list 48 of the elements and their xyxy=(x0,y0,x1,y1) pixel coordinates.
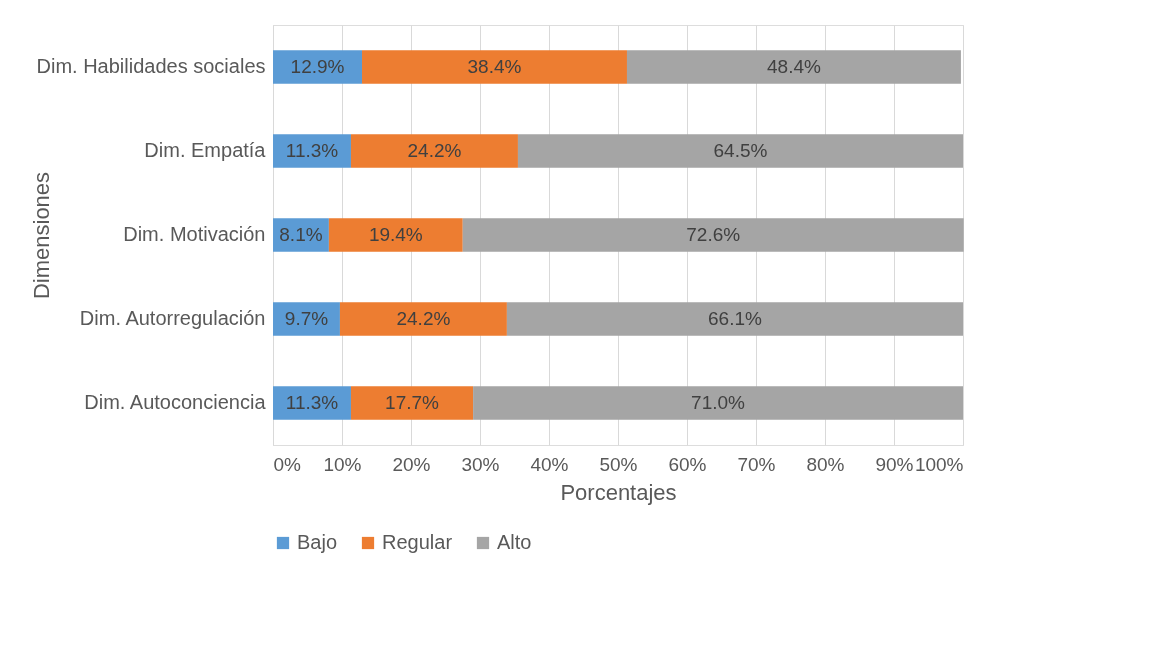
x-tick-label: 30% xyxy=(461,453,500,475)
bar xyxy=(328,218,463,252)
y-tick-label: Dim. Habilidades sociales xyxy=(36,55,266,77)
bar xyxy=(626,50,961,84)
data-label: 9.7% xyxy=(284,308,329,329)
bar xyxy=(462,218,964,252)
data-label: 64.5% xyxy=(713,140,768,161)
bar xyxy=(350,386,474,420)
data-label: 38.4% xyxy=(467,56,522,77)
x-tick-label: 100% xyxy=(914,453,964,475)
data-label: 8.1% xyxy=(279,224,323,245)
x-axis-title: Porcentajes xyxy=(560,479,677,505)
x-tick-label: 50% xyxy=(599,453,638,475)
data-label: 17.7% xyxy=(385,392,440,413)
x-tick-label: 40% xyxy=(530,453,569,475)
y-tick-label: Dim. Motivación xyxy=(123,223,266,245)
y-tick-label: Dim. Autorregulación xyxy=(79,307,266,329)
bar xyxy=(473,386,963,420)
y-tick-label: Dim. Empatía xyxy=(144,139,267,161)
bar xyxy=(517,134,963,168)
x-tick-label: 70% xyxy=(737,453,776,475)
data-label: 11.3% xyxy=(285,392,339,413)
y-axis-title: Dimensiones xyxy=(28,171,54,300)
legend-label: Regular xyxy=(382,531,453,553)
x-tick-label: 0% xyxy=(273,453,302,475)
x-tick-label: 60% xyxy=(668,453,707,475)
x-tick-label: 20% xyxy=(392,453,431,475)
legend-label: Bajo xyxy=(297,531,338,553)
data-label: 24.2% xyxy=(396,308,451,329)
data-label: 19.4% xyxy=(368,224,423,245)
bar xyxy=(350,134,518,168)
bar xyxy=(506,302,963,336)
bar xyxy=(273,302,340,336)
bar xyxy=(273,50,363,84)
data-label: 66.1% xyxy=(708,308,762,329)
data-label: 12.9% xyxy=(290,56,345,77)
legend-label: Alto xyxy=(497,531,532,553)
y-tick-label: Dim. Autoconciencia xyxy=(84,391,267,413)
data-label: 72.6% xyxy=(686,224,741,245)
x-tick-label: 10% xyxy=(323,453,362,475)
data-label: 48.4% xyxy=(767,56,821,77)
data-label: 24.2% xyxy=(407,140,462,161)
bar xyxy=(339,302,507,336)
x-tick-label: 90% xyxy=(875,453,914,475)
x-tick-label: 80% xyxy=(806,453,845,475)
data-label: 71.0% xyxy=(691,392,746,413)
data-label: 11.3% xyxy=(285,140,339,161)
bar xyxy=(362,50,627,84)
